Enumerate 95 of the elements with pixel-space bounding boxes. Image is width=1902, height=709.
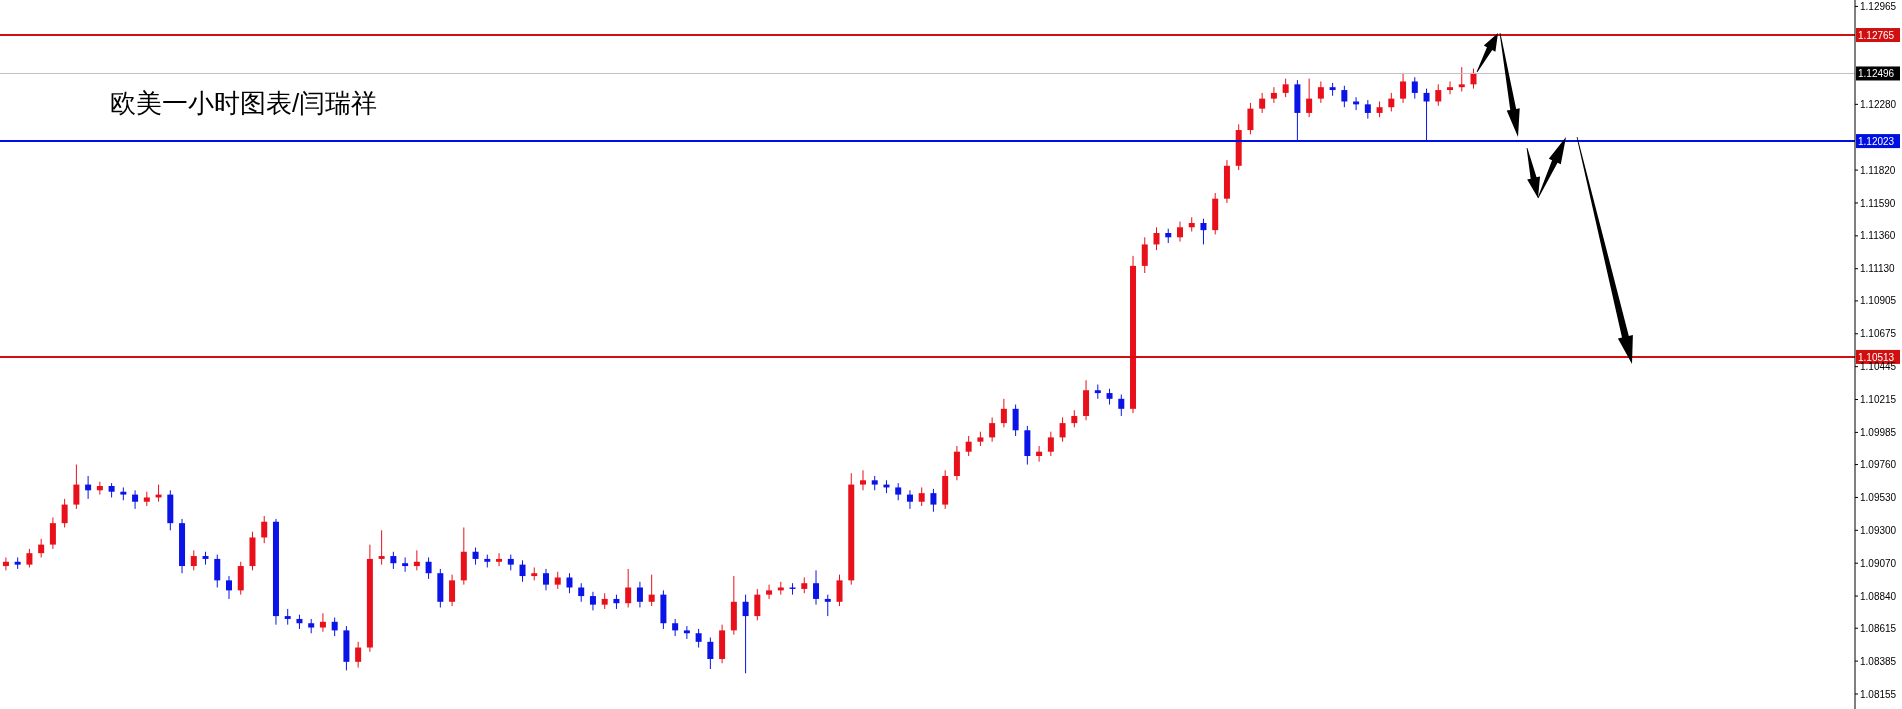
y-tick-label: 1.11820 — [1860, 164, 1896, 176]
candlestick — [1047, 431, 1054, 457]
candlestick — [836, 574, 843, 607]
candlestick — [1012, 404, 1019, 437]
candlestick — [319, 612, 326, 633]
candlestick — [1153, 226, 1160, 251]
candlestick — [625, 568, 632, 609]
candlestick — [695, 628, 702, 649]
candlestick — [824, 594, 831, 617]
y-tick-label: 1.12280 — [1860, 98, 1897, 110]
candlestick — [1270, 86, 1277, 104]
candlestick — [378, 529, 385, 566]
candlestick — [906, 489, 913, 510]
candlestick — [1458, 66, 1465, 92]
candlestick — [214, 554, 221, 588]
candlestick — [1200, 218, 1207, 245]
candlestick — [930, 488, 937, 513]
candlestick — [1118, 394, 1125, 417]
candlestick — [226, 575, 233, 600]
candlestick — [519, 559, 526, 583]
candlestick — [918, 486, 925, 507]
candlestick — [2, 556, 9, 571]
candlestick — [1364, 99, 1371, 120]
candlestick — [331, 617, 338, 637]
text: 欧美一小时图表/闫瑞祥 — [110, 87, 378, 120]
y-tick-label: 1.09070 — [1860, 557, 1897, 569]
candlestick — [402, 556, 409, 573]
y-tick-label: 1.10215 — [1860, 394, 1897, 406]
y-tick-label: 1.08615 — [1860, 622, 1897, 634]
y-tick-label: 1.10675 — [1860, 328, 1897, 340]
y-tick-label: 1.09985 — [1860, 426, 1897, 438]
y-tick-label: 1.11360 — [1860, 230, 1896, 242]
y-tick-label: 1.11130 — [1860, 263, 1896, 275]
candlestick — [589, 591, 596, 611]
candlestick — [1411, 76, 1418, 100]
candlestick — [1353, 96, 1360, 111]
candlestick — [49, 516, 56, 550]
ref-line-label: 1.10513 — [1858, 351, 1895, 363]
candlestick — [355, 641, 362, 669]
candlestick — [496, 552, 503, 567]
candlestick — [261, 515, 268, 544]
candlestick — [672, 618, 679, 637]
candlestick — [1341, 85, 1348, 108]
candlestick — [707, 637, 714, 670]
candlestick — [813, 569, 820, 606]
candlestick — [38, 538, 45, 558]
candlestick — [1141, 236, 1148, 274]
ref-line-label: 1.12023 — [1858, 136, 1895, 148]
candlestick — [1059, 416, 1066, 443]
candlestick — [449, 574, 456, 607]
candlestick — [132, 489, 139, 510]
candlestick — [1388, 92, 1395, 112]
candlestick — [683, 625, 690, 640]
candlestick — [566, 572, 573, 594]
candlestick — [965, 435, 972, 457]
y-tick-label: 1.09760 — [1860, 459, 1897, 471]
y-tick-label: 1.10905 — [1860, 295, 1897, 307]
candlestick — [61, 498, 68, 528]
y-tick-label: 1.08385 — [1860, 655, 1897, 667]
candlestick — [190, 549, 197, 571]
y-tick-label: 1.08155 — [1860, 688, 1897, 700]
candlestick — [754, 588, 761, 621]
candlestick — [1447, 80, 1454, 95]
y-tick-label: 1.09300 — [1860, 524, 1897, 536]
candlestick — [648, 574, 655, 607]
y-tick-label: 1.09530 — [1860, 491, 1897, 503]
candlestick — [1259, 92, 1266, 114]
candlestick — [742, 594, 749, 674]
candlestick — [425, 556, 432, 580]
candlestick — [413, 549, 420, 571]
y-tick-label: 1.12965 — [1860, 0, 1897, 12]
candlestick — [1000, 398, 1007, 428]
ref-line-label: 1.12765 — [1858, 30, 1895, 42]
candlestick — [1435, 83, 1442, 107]
candlestick — [26, 548, 33, 568]
candlestick — [1247, 102, 1254, 135]
candlestick — [1400, 72, 1407, 104]
candlestick — [859, 469, 866, 491]
y-tick-label: 1.08840 — [1860, 590, 1897, 602]
y-tick-label: 1.10445 — [1860, 361, 1897, 373]
y-tick-label: 1.11590 — [1860, 197, 1896, 209]
ref-line-label: 1.12496 — [1858, 68, 1895, 80]
candlestick — [96, 481, 103, 496]
candlestick — [543, 568, 549, 591]
candlestick — [1306, 78, 1313, 118]
candlestick — [1317, 80, 1324, 104]
candlestick — [1036, 445, 1043, 463]
candlestick — [989, 416, 996, 443]
candlestick — [789, 582, 796, 596]
candlestick — [1282, 78, 1289, 98]
candlestick — [766, 584, 773, 600]
candlestick — [636, 581, 643, 609]
candlestick — [578, 582, 585, 603]
candlestick — [1176, 221, 1183, 243]
candlestick — [73, 464, 80, 510]
